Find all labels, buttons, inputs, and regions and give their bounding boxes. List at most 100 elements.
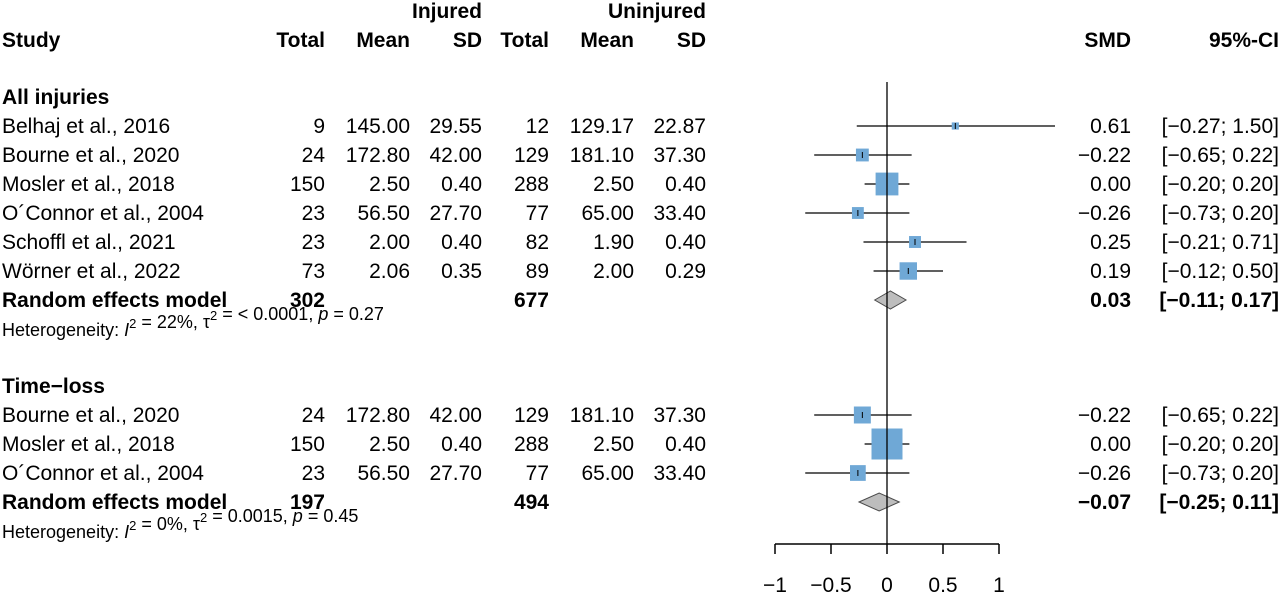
uninjured-mean: 2.00	[593, 260, 634, 283]
injured-sd: 0.40	[441, 173, 482, 196]
injured-total: 24	[302, 404, 326, 427]
header-study: Study	[2, 29, 61, 52]
uninjured-total: 288	[514, 173, 549, 196]
injured-sd: 0.40	[441, 433, 482, 456]
pooled-uninjured-total: 494	[514, 491, 549, 514]
study-name: Belhaj et al., 2016	[2, 115, 170, 138]
uninjured-sd: 0.40	[665, 231, 706, 254]
uninjured-total: 129	[514, 144, 549, 167]
uninjured-mean: 65.00	[581, 202, 634, 225]
header-uninjured: Uninjured	[608, 0, 706, 23]
subgroup-label: All injuries	[2, 86, 109, 109]
study-name: O´Connor et al., 2004	[2, 462, 204, 485]
uninjured-mean: 2.50	[593, 173, 634, 196]
uninjured-sd: 33.40	[653, 462, 706, 485]
injured-sd: 42.00	[429, 144, 482, 167]
study-name: Mosler et al., 2018	[2, 433, 175, 456]
x-tick-label: −1	[763, 574, 787, 597]
study-name: Mosler et al., 2018	[2, 173, 175, 196]
pooled-uninjured-total: 677	[514, 289, 549, 312]
injured-mean: 2.50	[369, 433, 410, 456]
pooled-injured-total: 302	[290, 289, 325, 312]
injured-sd: 42.00	[429, 404, 482, 427]
uninjured-sd: 0.40	[665, 433, 706, 456]
uninjured-sd: 22.87	[653, 115, 706, 138]
header-total-injured: Total	[276, 29, 325, 52]
pooled-diamond	[857, 492, 901, 512]
pooled-smd: −0.07	[1078, 491, 1131, 514]
header-sd-uninjured: SD	[677, 29, 706, 52]
uninjured-mean: 181.10	[570, 404, 634, 427]
heterogeneity-text: Heterogeneity: I2 = 0%, τ2 = 0.0015, p =…	[2, 506, 358, 542]
study-name: Bourne et al., 2020	[2, 404, 179, 427]
ci-value: [−0.20; 0.20]	[1162, 433, 1279, 456]
pooled-label: Random effects model	[2, 491, 227, 514]
ci-value: [−0.27; 1.50]	[1162, 115, 1279, 138]
x-tick-label: 0.5	[928, 574, 957, 597]
uninjured-total: 12	[526, 115, 549, 138]
uninjured-total: 77	[526, 202, 549, 225]
uninjured-sd: 33.40	[653, 202, 706, 225]
study-name: Wörner et al., 2022	[2, 260, 181, 283]
smd-value: 0.25	[1090, 231, 1131, 254]
ci-value: [−0.20; 0.20]	[1162, 173, 1279, 196]
uninjured-total: 82	[526, 231, 549, 254]
x-tick-label: 0	[881, 574, 893, 597]
pooled-label: Random effects model	[2, 289, 227, 312]
injured-sd: 29.55	[429, 115, 482, 138]
uninjured-total: 129	[514, 404, 549, 427]
ci-value: [−0.65; 0.22]	[1162, 404, 1279, 427]
study-name: Schoffl et al., 2021	[2, 231, 176, 254]
injured-total: 150	[290, 433, 325, 456]
uninjured-mean: 65.00	[581, 462, 634, 485]
header-smd: SMD	[1084, 29, 1131, 52]
injured-sd: 27.70	[429, 202, 482, 225]
uninjured-total: 77	[526, 462, 549, 485]
smd-value: 0.00	[1090, 173, 1131, 196]
smd-value: 0.19	[1090, 260, 1131, 283]
injured-mean: 2.06	[369, 260, 410, 283]
uninjured-total: 89	[526, 260, 549, 283]
uninjured-mean: 2.50	[593, 433, 634, 456]
header-mean-uninjured: Mean	[580, 29, 634, 52]
study-name: Bourne et al., 2020	[2, 144, 179, 167]
smd-value: 0.00	[1090, 433, 1131, 456]
injured-total: 23	[302, 462, 325, 485]
uninjured-total: 288	[514, 433, 549, 456]
injured-mean: 172.80	[346, 144, 410, 167]
injured-total: 23	[302, 202, 325, 225]
header-mean-injured: Mean	[356, 29, 410, 52]
ci-value: [−0.73; 0.20]	[1162, 462, 1279, 485]
injured-total: 24	[302, 144, 326, 167]
header-ci: 95%-CI	[1209, 29, 1279, 52]
subgroup-label: Time−loss	[2, 375, 105, 398]
header-sd-injured: SD	[453, 29, 482, 52]
uninjured-mean: 129.17	[570, 115, 634, 138]
smd-value: −0.26	[1078, 202, 1131, 225]
x-tick-label: 1	[993, 574, 1005, 597]
uninjured-sd: 37.30	[653, 404, 706, 427]
ci-value: [−0.21; 0.71]	[1162, 231, 1279, 254]
heterogeneity-text: Heterogeneity: I2 = 22%, τ2 = < 0.0001, …	[2, 304, 384, 340]
uninjured-sd: 0.29	[665, 260, 706, 283]
injured-sd: 0.35	[441, 260, 482, 283]
injured-mean: 172.80	[346, 404, 410, 427]
study-name: O´Connor et al., 2004	[2, 202, 204, 225]
header-total-uninjured: Total	[500, 29, 549, 52]
smd-value: −0.26	[1078, 462, 1131, 485]
pooled-ci: [−0.25; 0.11]	[1159, 491, 1279, 514]
injured-mean: 56.50	[357, 462, 410, 485]
ci-value: [−0.12; 0.50]	[1162, 260, 1279, 283]
uninjured-sd: 37.30	[653, 144, 706, 167]
injured-total: 73	[302, 260, 325, 283]
smd-value: 0.61	[1090, 115, 1131, 138]
injured-sd: 0.40	[441, 231, 482, 254]
uninjured-mean: 1.90	[593, 231, 634, 254]
injured-sd: 27.70	[429, 462, 482, 485]
x-tick-label: −0.5	[810, 574, 851, 597]
ci-value: [−0.73; 0.20]	[1162, 202, 1279, 225]
uninjured-mean: 181.10	[570, 144, 634, 167]
injured-mean: 2.50	[369, 173, 410, 196]
injured-total: 150	[290, 173, 325, 196]
